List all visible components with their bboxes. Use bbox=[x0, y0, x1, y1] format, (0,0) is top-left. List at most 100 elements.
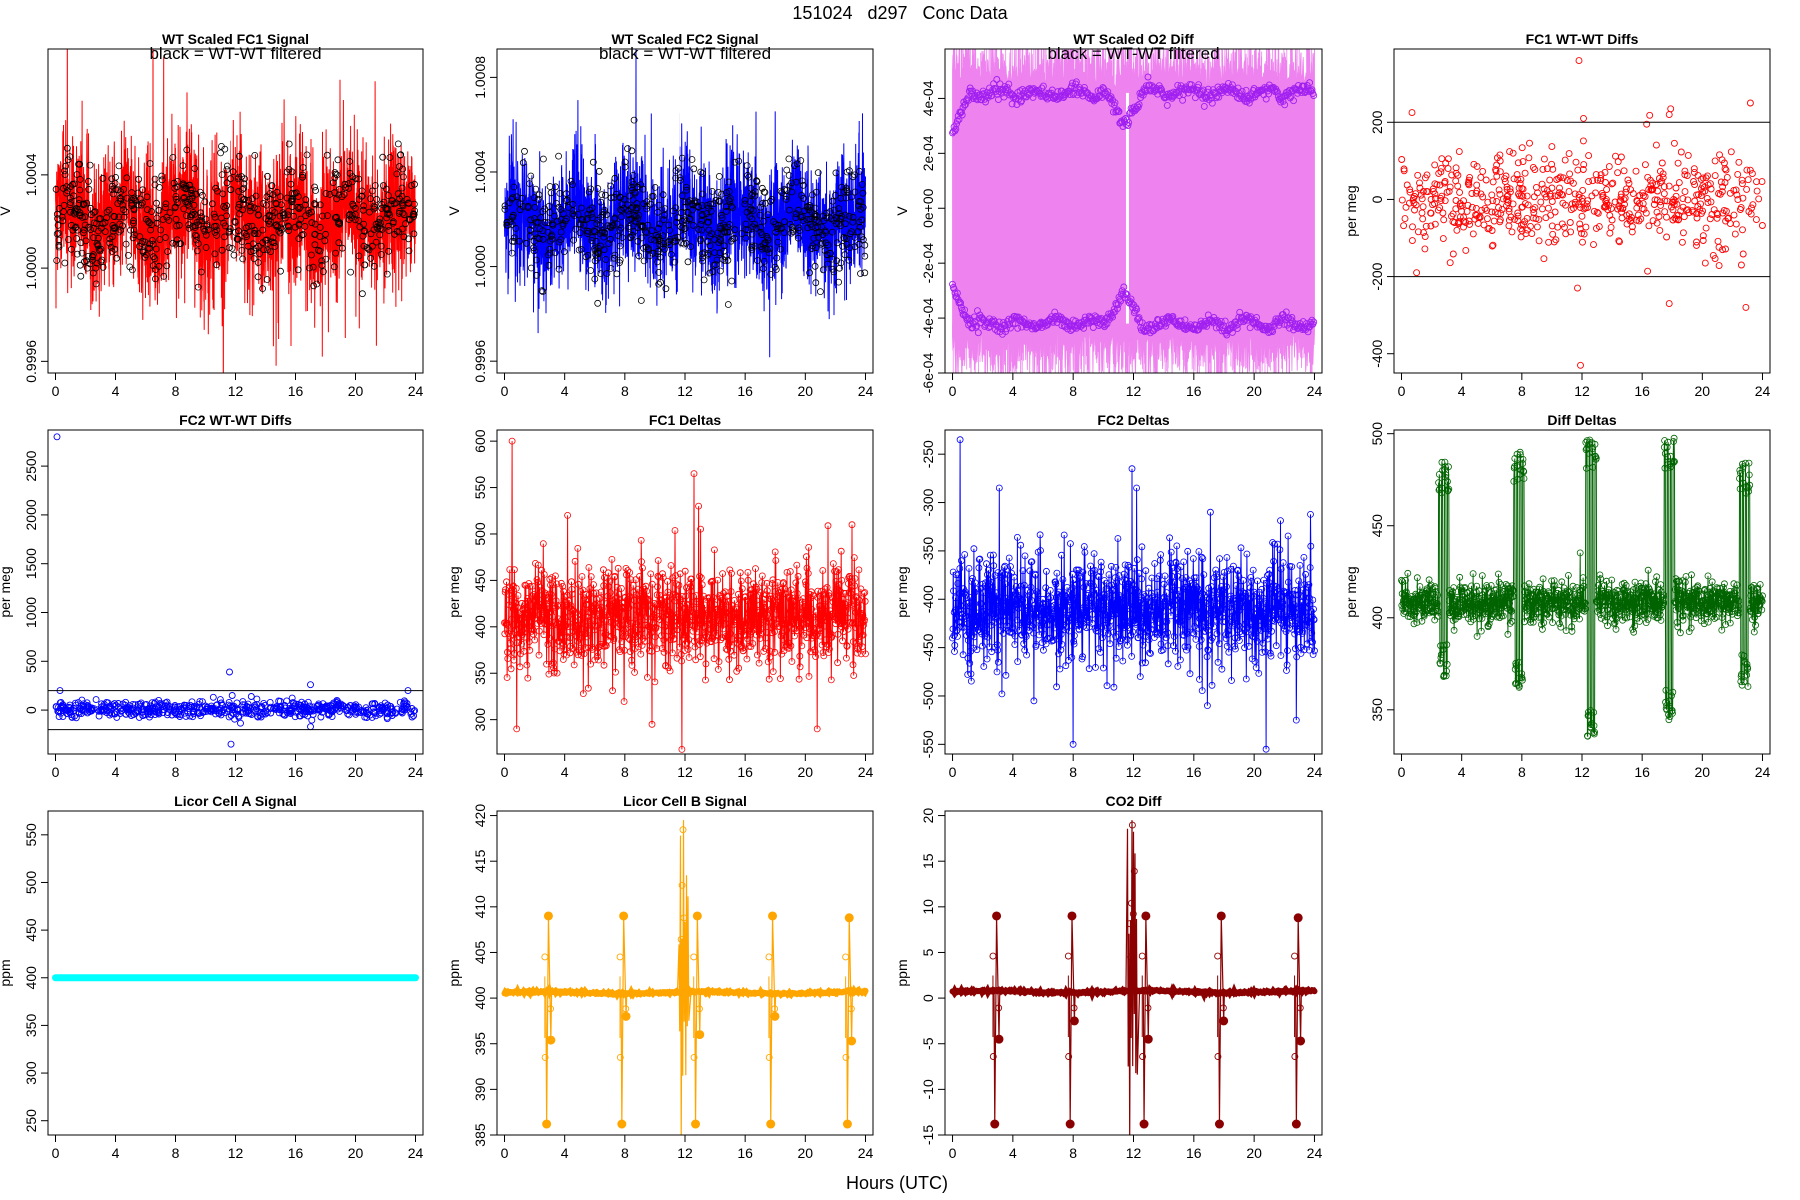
filtered-point bbox=[678, 192, 686, 200]
filtered-point bbox=[748, 230, 756, 238]
outlier-point bbox=[1646, 111, 1654, 119]
scatter-point bbox=[1505, 222, 1513, 230]
scatter-point bbox=[80, 700, 88, 708]
scatter-point bbox=[1752, 216, 1760, 224]
series-point bbox=[763, 579, 771, 587]
series-point bbox=[722, 619, 729, 627]
filtered-point bbox=[678, 239, 685, 247]
scatter-point bbox=[1527, 222, 1534, 230]
series-point bbox=[512, 585, 520, 592]
series-point bbox=[710, 594, 717, 601]
scatter-point bbox=[1655, 175, 1663, 182]
scatter-point bbox=[1452, 177, 1460, 185]
filtered-point bbox=[572, 225, 579, 233]
y-tick-label: 0.9996 bbox=[472, 340, 488, 383]
diff-point bbox=[1305, 87, 1313, 95]
signal-line bbox=[504, 49, 866, 358]
filtered-point bbox=[59, 217, 67, 225]
filtered-point bbox=[372, 238, 380, 246]
filtered-points bbox=[52, 140, 419, 298]
filtered-point bbox=[332, 249, 340, 257]
filtered-point bbox=[312, 187, 320, 194]
filtered-point bbox=[64, 187, 71, 194]
filtered-point bbox=[583, 216, 590, 224]
series-point bbox=[983, 614, 991, 621]
filtered-point bbox=[284, 222, 292, 230]
scatter-point bbox=[1605, 163, 1613, 171]
scatter-point bbox=[1620, 167, 1628, 175]
filtered-point bbox=[597, 270, 605, 278]
filtered-point bbox=[859, 189, 867, 197]
scatter-point bbox=[1440, 216, 1448, 224]
scatter-point bbox=[139, 708, 147, 716]
series-point bbox=[552, 572, 559, 580]
filtered-point bbox=[169, 153, 177, 161]
series-point bbox=[637, 537, 645, 544]
x-tick-label: 20 bbox=[798, 764, 814, 780]
series-point bbox=[799, 595, 807, 602]
scatter-point bbox=[1746, 166, 1754, 174]
diff-point bbox=[1234, 320, 1242, 328]
x-tick-label: 24 bbox=[408, 764, 424, 780]
series-point bbox=[504, 655, 512, 662]
filtered-point bbox=[845, 256, 853, 264]
scatter-point bbox=[1672, 184, 1680, 192]
filtered-point bbox=[716, 249, 724, 257]
series-point bbox=[541, 620, 548, 627]
filtered-point bbox=[389, 219, 397, 227]
plot-frame bbox=[47, 429, 424, 755]
x-tick-label: 24 bbox=[858, 764, 874, 780]
filtered-point bbox=[835, 205, 843, 213]
series-point bbox=[829, 560, 837, 567]
scatter-point bbox=[67, 711, 75, 719]
filtered-point bbox=[539, 227, 547, 235]
series-point bbox=[702, 676, 709, 684]
scatter-point bbox=[1498, 205, 1506, 213]
filtered-point bbox=[631, 227, 638, 235]
filtered-point bbox=[152, 245, 160, 253]
series-point bbox=[734, 632, 742, 640]
series-point bbox=[986, 595, 994, 603]
series-point bbox=[703, 639, 711, 647]
filtered-point bbox=[760, 241, 767, 249]
scatter-point bbox=[228, 704, 236, 712]
series-point bbox=[965, 599, 973, 606]
series-point bbox=[599, 605, 606, 613]
series-point bbox=[645, 595, 652, 603]
filtered-point bbox=[399, 201, 406, 209]
series-point bbox=[737, 577, 745, 585]
filtered-point bbox=[821, 247, 829, 255]
filtered-point bbox=[846, 167, 853, 175]
series-point bbox=[819, 649, 827, 656]
filtered-point bbox=[71, 180, 78, 188]
series-point bbox=[757, 589, 765, 596]
filtered-point bbox=[829, 228, 836, 236]
panel-title: WT Scaled O2 Diff bbox=[1073, 31, 1194, 47]
series-point bbox=[641, 621, 649, 629]
filtered-point bbox=[551, 249, 559, 257]
scatter-point bbox=[364, 706, 372, 714]
filtered-point bbox=[602, 256, 610, 263]
series-point bbox=[861, 589, 869, 596]
scatter-point bbox=[1574, 166, 1582, 174]
series-point bbox=[517, 614, 525, 622]
plot-area bbox=[48, 433, 423, 748]
filtered-point bbox=[605, 240, 612, 247]
series-point bbox=[568, 578, 575, 586]
filtered-point bbox=[158, 176, 166, 184]
series-point bbox=[677, 597, 684, 604]
series-point bbox=[648, 720, 656, 728]
series-point bbox=[977, 600, 985, 608]
scatter-point bbox=[1417, 191, 1425, 199]
filtered-point bbox=[606, 223, 614, 231]
series-point bbox=[951, 641, 959, 649]
filtered-point bbox=[555, 265, 563, 273]
diff-point bbox=[1123, 291, 1131, 299]
series-point bbox=[628, 662, 636, 669]
filtered-point bbox=[751, 188, 759, 196]
filtered-point bbox=[192, 231, 199, 239]
filtered-point bbox=[717, 267, 724, 275]
filtered-point bbox=[841, 211, 849, 219]
series-point bbox=[631, 669, 638, 676]
scatter-point bbox=[1545, 238, 1553, 246]
